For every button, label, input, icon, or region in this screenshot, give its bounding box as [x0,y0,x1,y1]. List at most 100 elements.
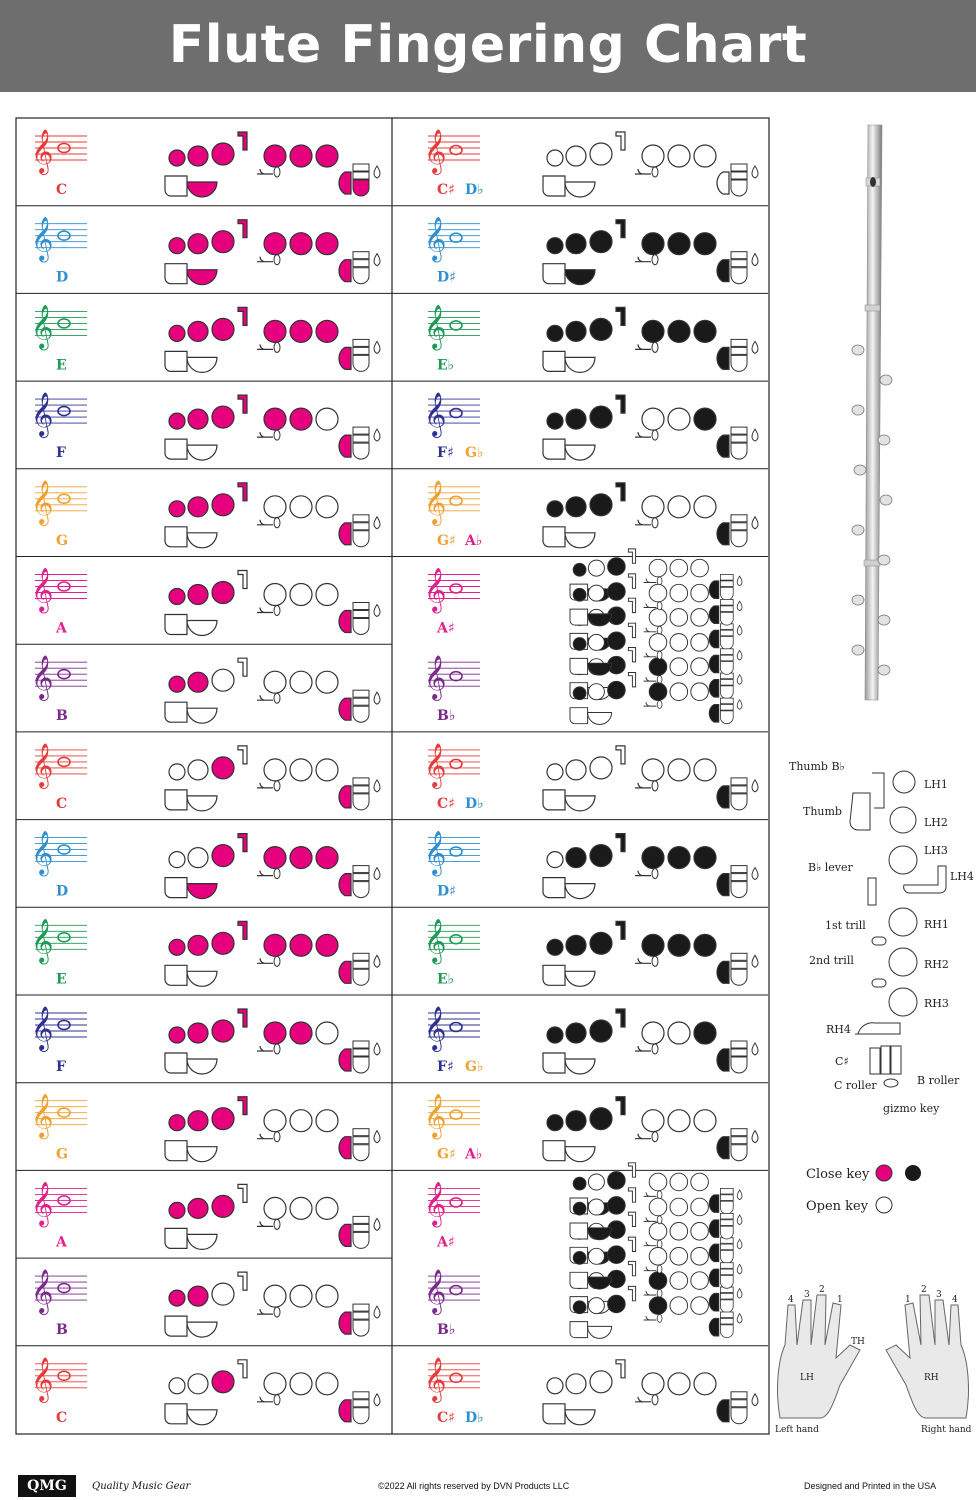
key-rh4 [708,679,720,698]
key-gizmo [736,1238,743,1250]
note-row-b: 𝄞B [31,1269,381,1338]
key-trill [257,344,273,350]
key-thumb-frame [164,964,188,986]
key-foot2 [730,873,748,882]
key-rh3 [690,1172,709,1192]
key-lh4 [627,1260,637,1277]
key-foot1 [352,602,370,610]
note-row-d: 𝄞D [31,831,381,900]
key-lh2 [565,320,587,342]
key-trill [643,1217,657,1222]
key-lh1 [168,324,186,342]
note-head [449,846,463,857]
key-lh2 [587,1173,605,1191]
key-trill2 [273,780,281,792]
key-rh1 [648,1222,668,1241]
legend-close-label: Close key [806,1167,870,1182]
key-lh1 [546,1377,564,1395]
thumb-label: TH [851,1337,865,1347]
key-lh4 [627,1236,637,1252]
key-foot3 [352,442,370,460]
key-thumb [587,662,613,676]
key-foot3 [730,793,748,811]
key-thumb [186,1058,218,1075]
key-lh2 [565,1022,587,1044]
fingering-diagram [164,306,381,373]
key-thumb [564,1409,596,1426]
key-thumb-frame [542,1052,566,1074]
key-gizmo [373,515,381,530]
key-gizmo [736,575,743,587]
key-foot1 [730,251,748,260]
staff: 𝄞 [424,743,480,789]
key-foot3 [352,354,370,372]
staff: 𝄞 [31,304,87,350]
note-name: G♭ [465,445,484,461]
note-name: C [56,1410,67,1426]
treble-clef: 𝄞 [424,129,446,175]
note-head [57,1195,71,1206]
key-thumb-frame [164,876,188,899]
right-hand-illustration [885,1294,969,1419]
key-gizmo [751,1392,759,1407]
key-rh3 [693,232,717,256]
key-rh4 [338,872,352,897]
right-hand-label: RH [924,1373,939,1383]
key-rh1 [648,1247,668,1266]
key-rh1 [641,933,665,957]
fingering-diagram [164,832,381,900]
key-thumb [587,613,613,627]
fingering-diagram [164,1271,381,1338]
legend-close-magenta [875,1164,893,1182]
treble-clef: 𝄞 [31,217,53,263]
key-thumb-frame [569,608,589,626]
key-lh2 [565,1110,587,1132]
key-lh3 [589,1019,613,1043]
key-trill [643,677,657,682]
key-trill [635,168,651,175]
key-gizmo [751,428,759,442]
key-thumb [587,1227,613,1241]
key-rh4 [716,1136,730,1160]
key-thumb-frame [542,526,566,548]
key-foot1 [730,1391,748,1400]
key-trill [635,870,651,877]
key-lh4 [237,306,248,326]
key-rh3 [690,1247,709,1266]
key-lh3 [589,843,613,868]
label-thumb-bb: Thumb B♭ [789,760,845,773]
note-name: F [56,445,66,461]
key-lh3 [589,493,613,517]
key-lh4 [237,131,248,151]
key-thumb [564,532,596,549]
made-in-text: Designed and Printed in the USA [804,1481,937,1491]
fingering-diagram [542,832,759,900]
key-lh4 [237,482,248,502]
key-lh4 [627,672,637,688]
key-foot2 [352,171,370,180]
key-trill [257,1045,273,1052]
key-lh3 [589,1107,613,1131]
key-trill2 [651,517,659,529]
key-rh2 [289,1372,313,1396]
key-trill [643,578,657,583]
key-gizmo [373,165,381,179]
key-foot1 [720,1213,734,1220]
key-lh2 [587,633,605,651]
key-trill2 [273,1394,281,1406]
key-foot3 [720,611,734,626]
key-lh1 [168,500,186,518]
flute-key-cup [877,434,891,446]
key-trill [643,1290,657,1296]
key-trill2 [273,517,281,529]
key-lh2 [187,1022,209,1044]
key-rh3 [315,495,339,519]
key-thumb-frame [542,438,566,460]
key-lh4 [615,306,626,326]
staff: 𝄞 [424,1006,480,1052]
key-foot3 [352,1144,370,1162]
treble-clef: 𝄞 [424,568,446,614]
key-thumb [186,1233,218,1250]
key-trill2 [651,1394,659,1406]
key-trill [643,1192,657,1197]
